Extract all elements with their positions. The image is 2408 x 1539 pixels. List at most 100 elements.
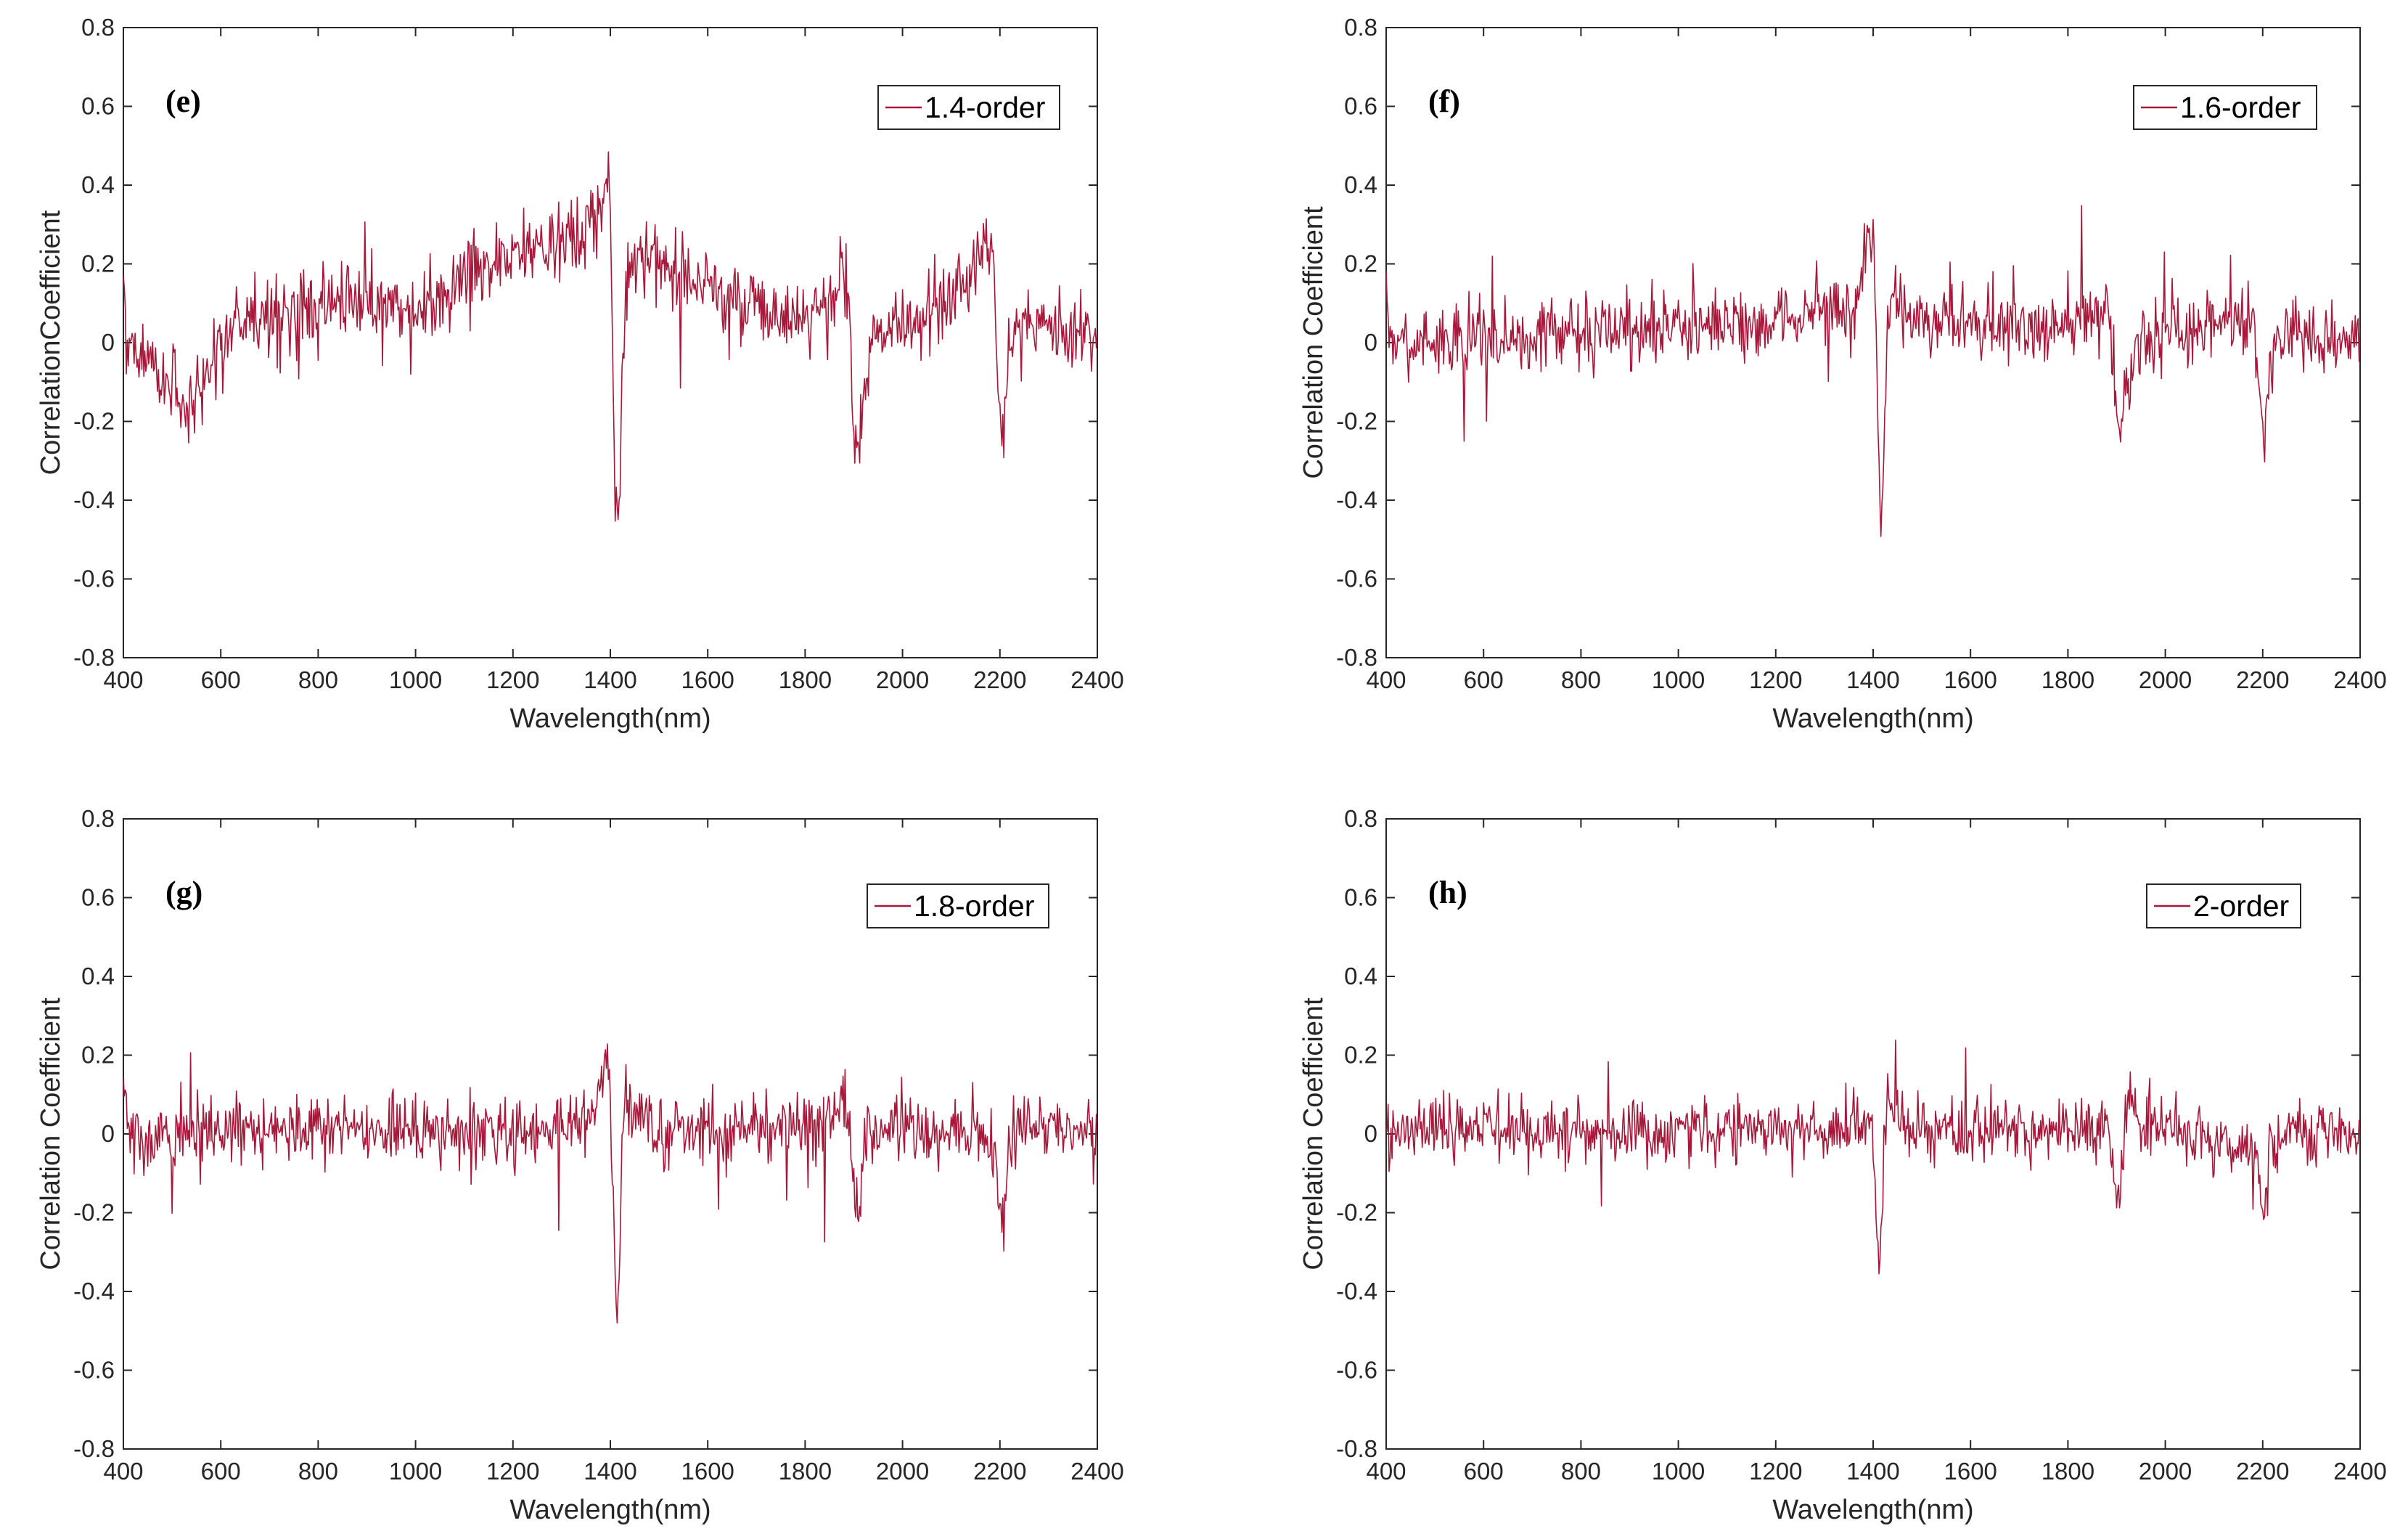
plot-area [123, 27, 1098, 658]
y-tick-label: 0 [102, 1120, 115, 1147]
y-tick-label: -0.8 [1336, 644, 1377, 671]
legend-label: 1.8-order [914, 889, 1034, 923]
x-tick-label: 2000 [2139, 666, 2192, 693]
x-tick-label: 1400 [583, 1458, 636, 1485]
x-tick-label: 400 [103, 1458, 143, 1485]
x-tick-label: 1800 [779, 666, 832, 693]
series-line [1386, 205, 2360, 537]
y-tick-label: 0.6 [1344, 93, 1377, 120]
legend-label: 1.4-order [925, 91, 1045, 124]
x-tick-label: 600 [1464, 1458, 1504, 1485]
panel-label: (g) [165, 875, 202, 910]
x-tick-label: 2200 [973, 666, 1026, 693]
y-tick-label: -0.4 [73, 1278, 115, 1305]
legend-label: 2-order [2193, 889, 2289, 923]
y-tick-label: -0.2 [1336, 1199, 1377, 1226]
y-tick-label: -0.6 [1336, 566, 1377, 592]
y-tick-label: 0.8 [1344, 14, 1377, 41]
x-tick-label: 2000 [2139, 1458, 2192, 1485]
panel-label: (f) [1428, 83, 1460, 119]
legend: 1.4-order [877, 85, 1060, 130]
y-tick-label: -0.4 [1336, 486, 1377, 513]
y-tick-label: 0.4 [1344, 963, 1377, 989]
x-tick-label: 800 [298, 1458, 338, 1485]
x-tick-label: 2000 [876, 666, 929, 693]
y-tick-label: 0.2 [1344, 1042, 1377, 1069]
x-tick-label: 1600 [1944, 1458, 1997, 1485]
y-tick-label: 0 [1364, 1120, 1377, 1147]
y-tick-label: -0.6 [73, 1357, 115, 1384]
y-axis-label: Correlation Coefficient [1298, 206, 1329, 479]
chart-panel: 400 600 800 1000 1200 1400 1600 1800 2000 2200 240… [36, 14, 1124, 734]
legend-label: 1.6-order [2180, 91, 2301, 124]
panel-label: (e) [165, 83, 201, 119]
x-tick-label: 2400 [2333, 1458, 2386, 1485]
y-axis-label: Correlation Coefficient [36, 997, 66, 1270]
y-tick-label: 0.4 [81, 171, 115, 198]
x-tick-label: 400 [103, 666, 143, 693]
x-tick-label: 1400 [583, 666, 636, 693]
legend: 1.8-order [867, 883, 1049, 928]
y-tick-label: 0.6 [81, 93, 115, 120]
x-tick-label: 1000 [1652, 1458, 1705, 1485]
x-tick-label: 1400 [1846, 666, 1899, 693]
x-tick-label: 1200 [1749, 666, 1802, 693]
y-tick-label: -0.6 [1336, 1357, 1377, 1384]
y-tick-label: -0.2 [1336, 408, 1377, 435]
x-tick-label: 1800 [779, 1458, 832, 1485]
chart-panel: 400 600 800 1000 1200 1400 1600 1800 2000 2200 240… [36, 805, 1124, 1525]
y-tick-label: -0.2 [73, 1199, 115, 1226]
x-tick-label: 1200 [486, 666, 539, 693]
x-tick-label: 600 [201, 1458, 241, 1485]
y-tick-label: 0.8 [81, 14, 115, 41]
x-tick-label: 1600 [681, 666, 734, 693]
chart-panel: 400 600 800 1000 1200 1400 1600 1800 2000 2200 240… [1298, 14, 2387, 734]
x-tick-label: 800 [1561, 666, 1601, 693]
x-axis-label: Wavelength(nm) [1772, 1495, 1973, 1525]
x-tick-label: 400 [1366, 666, 1406, 693]
x-tick-label: 1000 [389, 666, 442, 693]
x-tick-label: 1000 [389, 1458, 442, 1485]
x-tick-label: 1600 [681, 1458, 734, 1485]
x-tick-label: 2400 [1070, 1458, 1123, 1485]
y-tick-label: 0 [102, 329, 115, 356]
y-tick-label: 0.4 [1344, 171, 1377, 198]
y-axis-label: Correlation Coefficient [1298, 997, 1329, 1270]
y-tick-label: -0.4 [73, 486, 115, 513]
x-tick-label: 2400 [2333, 666, 2386, 693]
x-tick-label: 1200 [1749, 1458, 1802, 1485]
y-tick-label: -0.6 [73, 566, 115, 592]
x-tick-label: 2400 [1070, 666, 1123, 693]
y-tick-label: 0.8 [1344, 805, 1377, 832]
legend: 2-order [2146, 883, 2301, 928]
y-tick-label: 0.2 [81, 250, 115, 277]
x-tick-label: 600 [1464, 666, 1504, 693]
x-axis-label: Wavelength(nm) [509, 1495, 710, 1525]
y-tick-label: 0.6 [1344, 884, 1377, 911]
y-tick-label: -0.4 [1336, 1278, 1377, 1305]
legend-box [877, 85, 1060, 130]
series-line [1386, 1040, 2360, 1275]
legend: 1.6-order [2133, 85, 2317, 130]
x-axis-label: Wavelength(nm) [509, 703, 710, 734]
x-tick-label: 800 [1561, 1458, 1601, 1485]
y-tick-label: -0.8 [1336, 1435, 1377, 1462]
panel-label: (h) [1428, 875, 1467, 910]
x-tick-label: 1600 [1944, 666, 1997, 693]
y-tick-label: -0.8 [73, 644, 115, 671]
y-tick-label: -0.2 [73, 408, 115, 435]
x-tick-label: 2000 [876, 1458, 929, 1485]
x-tick-label: 2200 [2236, 666, 2289, 693]
x-tick-label: 1400 [1846, 1458, 1899, 1485]
y-axis-label: CorrelationCoefficient [36, 210, 66, 475]
x-tick-label: 1800 [2042, 1458, 2094, 1485]
series-line [123, 1043, 1097, 1324]
x-tick-label: 2200 [2236, 1458, 2289, 1485]
x-tick-label: 1800 [2042, 666, 2094, 693]
y-tick-label: 0.8 [81, 805, 115, 832]
x-axis-label: Wavelength(nm) [1772, 703, 1973, 734]
y-tick-label: 0.6 [81, 884, 115, 911]
x-tick-label: 400 [1366, 1458, 1406, 1485]
y-tick-label: -0.8 [73, 1435, 115, 1462]
